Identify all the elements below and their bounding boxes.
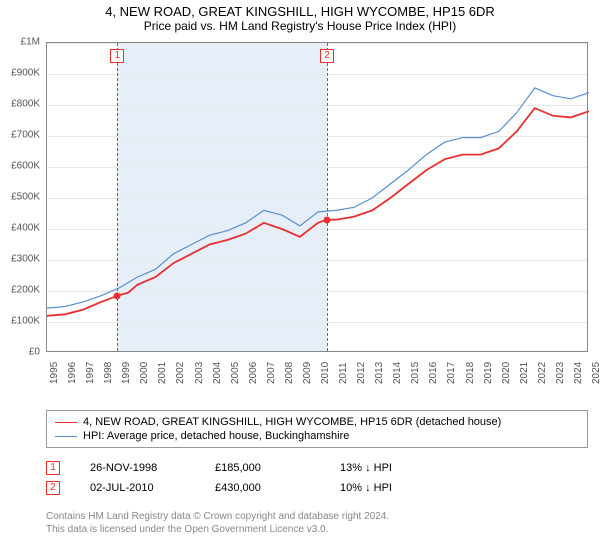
x-tick-label: 2016: [428, 362, 439, 384]
y-tick-label: £700K: [11, 130, 40, 141]
event-date: 26-NOV-1998: [90, 462, 185, 474]
event-dot: [324, 216, 331, 223]
x-tick-label: 2008: [284, 362, 295, 384]
event-row: 1 26-NOV-1998 £185,000 13% ↓ HPI: [46, 458, 588, 478]
x-tick-label: 2025: [591, 362, 600, 384]
x-tick-label: 2010: [320, 362, 331, 384]
legend-swatch: [55, 422, 77, 423]
x-tick-label: 1999: [121, 362, 132, 384]
x-tick-label: 2017: [446, 362, 457, 384]
event-price: £185,000: [215, 462, 310, 474]
event-marker: 1: [46, 461, 60, 475]
y-axis: £0£100K£200K£300K£400K£500K£600K£700K£80…: [0, 42, 44, 352]
chart-subtitle: Price paid vs. HM Land Registry's House …: [0, 19, 600, 37]
x-tick-label: 2001: [157, 362, 168, 384]
x-tick-label: 2011: [338, 362, 349, 384]
legend: 4, NEW ROAD, GREAT KINGSHILL, HIGH WYCOM…: [46, 410, 588, 448]
x-tick-label: 2002: [175, 362, 186, 384]
x-tick-label: 2005: [230, 362, 241, 384]
x-tick-label: 2021: [519, 362, 530, 384]
chart-title: 4, NEW ROAD, GREAT KINGSHILL, HIGH WYCOM…: [0, 0, 600, 19]
credit-line1: Contains HM Land Registry data © Crown c…: [46, 510, 588, 523]
x-tick-label: 2009: [302, 362, 313, 384]
x-tick-label: 2023: [555, 362, 566, 384]
y-tick-label: £0: [29, 347, 40, 358]
events-table: 1 26-NOV-1998 £185,000 13% ↓ HPI 2 02-JU…: [46, 458, 588, 498]
y-tick-label: £100K: [11, 316, 40, 327]
x-tick-label: 1996: [67, 362, 78, 384]
legend-label: 4, NEW ROAD, GREAT KINGSHILL, HIGH WYCOM…: [83, 416, 501, 428]
chart-container: 4, NEW ROAD, GREAT KINGSHILL, HIGH WYCOM…: [0, 0, 600, 560]
x-tick-label: 2022: [537, 362, 548, 384]
y-tick-label: £800K: [11, 99, 40, 110]
series-line-hpi: [47, 88, 589, 308]
event-diff: 13% ↓ HPI: [340, 462, 435, 474]
x-tick-label: 1998: [103, 362, 114, 384]
plot-area: 12: [46, 42, 588, 352]
y-tick-label: £300K: [11, 254, 40, 265]
x-tick-label: 2007: [266, 362, 277, 384]
legend-item-price-paid: 4, NEW ROAD, GREAT KINGSHILL, HIGH WYCOM…: [55, 415, 579, 429]
y-tick-label: £500K: [11, 192, 40, 203]
legend-item-hpi: HPI: Average price, detached house, Buck…: [55, 429, 579, 443]
x-tick-label: 2024: [573, 362, 584, 384]
x-tick-label: 2014: [392, 362, 403, 384]
y-tick-label: £900K: [11, 68, 40, 79]
x-tick-label: 2004: [212, 362, 223, 384]
event-marker: 2: [46, 481, 60, 495]
event-date: 02-JUL-2010: [90, 482, 185, 494]
event-marker-box: 1: [110, 49, 124, 63]
credit-text: Contains HM Land Registry data © Crown c…: [46, 510, 588, 536]
y-tick-label: £1M: [21, 37, 40, 48]
x-tick-label: 1997: [85, 362, 96, 384]
x-tick-label: 2013: [374, 362, 385, 384]
x-tick-label: 2006: [248, 362, 259, 384]
event-marker-box: 2: [320, 49, 334, 63]
event-dot: [114, 292, 121, 299]
legend-swatch: [55, 436, 77, 437]
x-tick-label: 2003: [194, 362, 205, 384]
event-dash: [327, 43, 328, 351]
y-tick-label: £600K: [11, 161, 40, 172]
event-price: £430,000: [215, 482, 310, 494]
event-row: 2 02-JUL-2010 £430,000 10% ↓ HPI: [46, 478, 588, 498]
chart-area: £0 £100K £200K £300K £400K £500K £600K £700K £80…: [0, 42, 600, 392]
x-tick-label: 2018: [465, 362, 476, 384]
credit-line2: This data is licensed under the Open Gov…: [46, 523, 588, 536]
x-axis: 1995 1996 1997 1998 1999 2000 2001 2002 2003 2004…: [46, 352, 588, 392]
x-tick-label: 2000: [139, 362, 150, 384]
y-tick-label: £400K: [11, 223, 40, 234]
x-tick-label: 2020: [501, 362, 512, 384]
y-tick-label: £200K: [11, 285, 40, 296]
event-diff: 10% ↓ HPI: [340, 482, 435, 494]
legend-label: HPI: Average price, detached house, Buck…: [83, 430, 349, 442]
x-tick-label: 2019: [483, 362, 494, 384]
x-tick-label: 1995: [49, 362, 60, 384]
x-tick-label: 2012: [356, 362, 367, 384]
x-tick-label: 2015: [410, 362, 421, 384]
chart-svg: [47, 43, 589, 353]
event-dash: [117, 43, 118, 351]
